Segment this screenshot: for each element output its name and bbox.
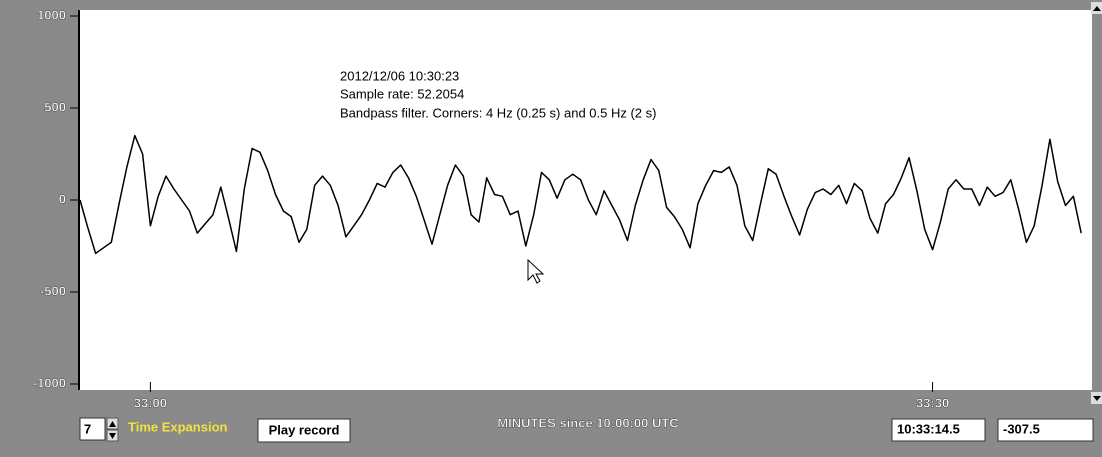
annotation: Bandpass filter. Corners: 4 Hz (0.25 s) … bbox=[340, 105, 656, 120]
value-field bbox=[997, 418, 1094, 442]
x-tick-label: 33:00 bbox=[134, 395, 167, 410]
spin-up-arrow bbox=[109, 421, 116, 427]
expansion-value: 7 bbox=[84, 421, 91, 436]
annotation: 2012/12/06 10:30:23 bbox=[340, 68, 459, 83]
play-button-label: Play record bbox=[269, 422, 340, 437]
expansion-label: Time Expansion bbox=[128, 419, 228, 434]
value-value: -307.5 bbox=[1003, 421, 1040, 436]
y-tick-label: 500 bbox=[44, 99, 66, 114]
x-tick-label: 33:30 bbox=[916, 395, 949, 410]
scroll-down-arrow bbox=[1093, 396, 1101, 401]
play-button[interactable] bbox=[257, 418, 351, 443]
spin-down-arrow bbox=[109, 433, 116, 439]
waveform bbox=[79, 134, 1082, 255]
mouse-cursor bbox=[527, 258, 545, 284]
y-tick-label: -1000 bbox=[33, 375, 66, 390]
scroll-up-arrow bbox=[1093, 6, 1101, 11]
y-tick-label: -500 bbox=[40, 283, 66, 298]
time-value: 10:33:14.5 bbox=[897, 421, 960, 436]
plot-area bbox=[80, 10, 1092, 390]
expansion-input[interactable] bbox=[79, 417, 106, 441]
y-tick-label: 1000 bbox=[37, 7, 66, 22]
x-axis-label: MINUTES since 10:00:00 UTC bbox=[497, 415, 679, 430]
annotation: Sample rate: 52.2054 bbox=[340, 86, 464, 101]
y-tick-label: 0 bbox=[59, 191, 66, 206]
time-field bbox=[891, 418, 986, 442]
